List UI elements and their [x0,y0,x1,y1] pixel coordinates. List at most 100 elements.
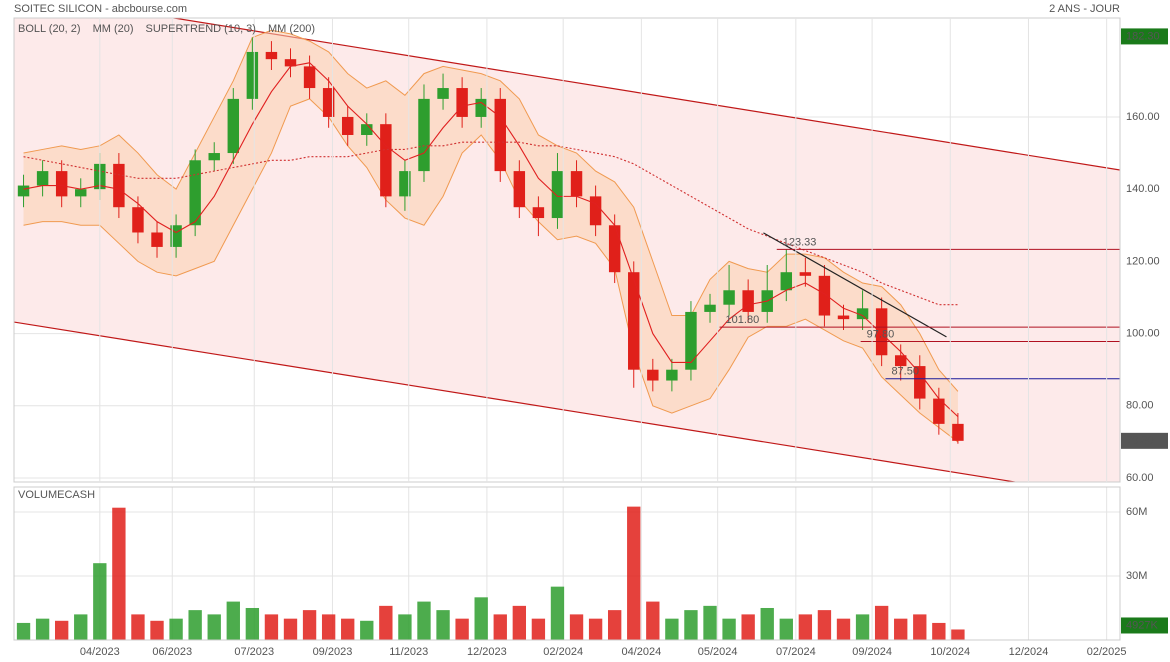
volume-bar [798,614,813,640]
candle-body [246,51,259,99]
volume-bar [54,620,69,640]
candle-body [418,98,430,172]
volume-bar [398,614,412,640]
legend-label: MM (20) [93,23,134,35]
volume-bar [817,610,832,640]
x-tick-label: 10/2024 [930,646,970,658]
candle-body [170,225,182,247]
plot-frame [13,486,1121,641]
panel-title: VOLUMECASH [18,489,95,501]
boll-band [23,30,958,442]
chart-title: SOITEC SILICON - abcbourse.com [14,3,187,15]
volume-bar [913,614,927,640]
volume-bar [779,618,793,640]
candle-body [284,59,297,67]
volume-bar [550,586,565,640]
candle-body [36,171,49,186]
candle-body [113,163,125,208]
y-tick-label: 140.00 [1126,183,1160,195]
candle-body [894,355,907,367]
volume-bar [283,618,298,640]
x-tick-label: 05/2024 [698,646,738,658]
candle-body [17,185,30,197]
candle-body [513,171,526,208]
trendline [763,232,947,338]
candle-body [55,171,68,197]
volume-bar [741,614,755,640]
volume-bar [474,597,488,640]
candle-body [723,290,735,305]
x-tick-label: 09/2024 [852,646,892,658]
candle-body [875,308,888,356]
volume-bar [74,614,88,640]
volume-bar [722,618,736,640]
y-tick-label: 120.00 [1126,255,1160,267]
volume-bar [417,601,431,640]
plot-frame [13,17,1121,483]
candle-body [494,98,506,172]
candle-body [799,272,812,276]
x-tick-label: 04/2023 [80,646,120,658]
plot [14,506,1120,640]
candle-body [456,88,468,117]
candle-body [780,272,793,291]
volume-bar [703,605,717,640]
y-tick-label: 30M [1126,570,1147,582]
period: 2 ANS - JOUR [1049,3,1120,15]
candle-body [208,153,220,161]
candle-body [380,124,392,197]
x-tick-label: 07/2023 [234,646,274,658]
volume-bar [836,618,851,640]
candle-body [341,116,354,135]
volume-bar [531,618,546,640]
volume-bar [245,607,260,640]
volume-bar [493,614,507,640]
x-tick-label: 11/2023 [389,646,428,658]
volume-bar [932,622,946,640]
volume-bar [951,629,965,640]
volume-tag [1121,617,1168,634]
volume-bar [588,618,603,640]
candle-body [685,311,697,370]
volume-bar [684,610,698,640]
candle-body [75,189,87,197]
boll-line [23,29,959,392]
y-tick-label: 160.00 [1126,111,1160,123]
volume-bar [894,618,908,640]
volume-bar [874,605,889,640]
candle-body [666,369,678,381]
candle-body [399,171,411,197]
volume-bar [627,506,641,640]
candle-body [647,369,659,381]
volume-bar [93,563,107,640]
price-tag-label: 70.30 [1126,435,1154,447]
candle-body [589,196,602,226]
volume-bar [16,622,31,640]
candle-body [914,366,926,399]
legend-label: MM (200) [268,23,315,35]
candle-body [361,124,373,135]
volume-bar [169,618,183,640]
volume-bar [226,601,240,640]
candle-body [628,272,640,370]
candle-body [132,207,144,233]
candle-body [704,304,716,312]
candle-body [742,290,754,312]
volume-tag-label: 4927K [1126,619,1158,631]
x-tick-label: 12/2023 [467,646,507,658]
volume-bar [112,507,126,640]
y-tick-label: 60.00 [1126,472,1154,484]
plot [14,18,1120,482]
level-label: 87.50 [891,366,919,378]
candle-body [570,171,583,197]
volume-bar [207,614,221,640]
y-tick-label: 60M [1126,506,1147,518]
volume-bar [131,614,145,640]
moving-average [23,141,958,306]
price-tag [1121,432,1168,449]
volume-bar [35,618,50,640]
volume-bar [150,620,164,640]
volume-bar [188,610,202,640]
candle-body [322,88,335,117]
